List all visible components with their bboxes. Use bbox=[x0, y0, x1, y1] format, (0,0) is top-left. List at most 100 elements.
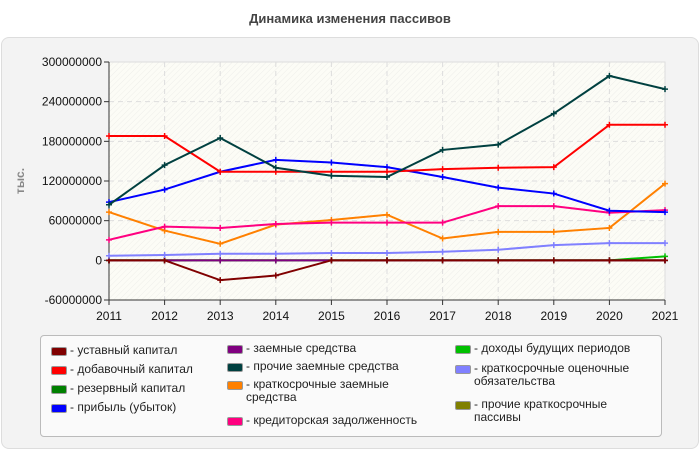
y-tick-label: 300000000 bbox=[42, 55, 102, 69]
data-point bbox=[328, 257, 335, 264]
y-tick-label: 0 bbox=[95, 253, 102, 267]
x-tick-label: 2017 bbox=[429, 309, 456, 323]
legend-item[interactable]: - заемные средства bbox=[227, 342, 447, 355]
data-point bbox=[439, 146, 446, 153]
data-point bbox=[161, 252, 168, 259]
data-point bbox=[495, 203, 502, 210]
legend-item[interactable]: - прибыль (убыток) bbox=[51, 401, 221, 414]
data-point bbox=[550, 228, 557, 235]
data-point bbox=[217, 277, 224, 284]
legend-swatch bbox=[455, 401, 471, 410]
data-point bbox=[106, 252, 112, 259]
data-point bbox=[439, 248, 446, 255]
data-point bbox=[384, 211, 390, 218]
y-tick-label: -60000000 bbox=[45, 293, 103, 307]
x-tick-label: 2021 bbox=[652, 309, 679, 323]
legend-item[interactable]: - уставный капитал bbox=[51, 344, 221, 357]
data-point bbox=[384, 250, 390, 257]
legend-item[interactable]: - добавочный капитал bbox=[51, 363, 221, 376]
legend-item[interactable]: - краткосрочные заемные средства bbox=[227, 378, 427, 404]
legend-item[interactable]: - резервный капитал bbox=[51, 382, 221, 395]
data-point bbox=[550, 242, 557, 249]
legend-label: - прочие краткосрочные пассивы bbox=[474, 397, 608, 424]
data-point bbox=[272, 164, 279, 171]
data-point bbox=[550, 190, 557, 197]
data-point bbox=[161, 186, 168, 193]
x-tick-label: 2016 bbox=[374, 309, 401, 323]
legend-label: - заемные средства bbox=[246, 341, 357, 355]
legend-swatch bbox=[227, 363, 243, 372]
data-point bbox=[106, 209, 112, 216]
data-point bbox=[495, 228, 502, 235]
legend-label: - кредиторская задолженность bbox=[246, 413, 418, 427]
data-point bbox=[606, 72, 613, 79]
data-point bbox=[495, 257, 502, 264]
x-tick-label: 2014 bbox=[262, 309, 289, 323]
y-tick-label: 180000000 bbox=[42, 134, 102, 148]
legend-label: - прочие заемные средства bbox=[246, 359, 399, 373]
legend-swatch bbox=[51, 366, 67, 375]
data-point bbox=[161, 223, 168, 230]
data-point bbox=[550, 110, 557, 117]
data-point bbox=[272, 220, 279, 227]
data-point bbox=[328, 219, 335, 226]
legend-swatch bbox=[455, 365, 471, 374]
data-point bbox=[217, 250, 224, 257]
data-point bbox=[439, 174, 446, 181]
data-point bbox=[328, 159, 335, 166]
data-point bbox=[662, 209, 668, 216]
data-point bbox=[161, 257, 168, 264]
data-point bbox=[495, 184, 502, 191]
legend-swatch bbox=[51, 404, 67, 413]
legend-item[interactable]: - прочие краткосрочные пассивы bbox=[455, 398, 655, 424]
legend-label: - добавочный капитал bbox=[70, 362, 193, 376]
legend: - уставный капитал - добавочный капитал - … bbox=[40, 335, 662, 437]
data-point bbox=[272, 257, 279, 264]
data-point bbox=[662, 257, 668, 264]
legend-swatch bbox=[227, 417, 243, 426]
x-tick-label: 2018 bbox=[485, 309, 512, 323]
legend-swatch bbox=[227, 381, 243, 390]
legend-label: - прибыль (убыток) bbox=[70, 400, 177, 414]
legend-item[interactable]: - краткосрочные оценочные обязательства bbox=[455, 362, 655, 388]
data-point bbox=[384, 174, 390, 181]
y-tick-label: 120000000 bbox=[42, 174, 102, 188]
data-point bbox=[217, 135, 224, 142]
data-point bbox=[662, 121, 668, 128]
legend-item[interactable]: - кредиторская задолженность bbox=[227, 414, 447, 427]
data-point bbox=[495, 164, 502, 171]
y-tick-label: 60000000 bbox=[49, 214, 103, 228]
x-tick-label: 2013 bbox=[207, 309, 234, 323]
data-point bbox=[439, 235, 446, 242]
data-point bbox=[328, 250, 335, 257]
data-point bbox=[161, 133, 168, 140]
data-point bbox=[662, 180, 668, 187]
data-point bbox=[550, 257, 557, 264]
x-tick-label: 2020 bbox=[596, 309, 623, 323]
x-tick-label: 2019 bbox=[540, 309, 567, 323]
data-point bbox=[217, 240, 224, 247]
chart-title: Динамика изменения пассивов bbox=[249, 11, 451, 26]
y-axis-label: тыс. bbox=[13, 168, 27, 194]
data-point bbox=[384, 168, 390, 175]
legend-label: - доходы будущих периодов bbox=[474, 341, 631, 355]
legend-swatch bbox=[455, 345, 471, 354]
data-point bbox=[550, 203, 557, 210]
legend-swatch bbox=[51, 347, 67, 356]
line-chart: -60000000 0 60000000 120000000 180000000 2400… bbox=[13, 55, 679, 323]
legend-swatch bbox=[227, 345, 243, 354]
data-point bbox=[217, 168, 224, 175]
legend-item[interactable]: - доходы будущих периодов bbox=[455, 342, 655, 355]
x-tick-label: 2011 bbox=[96, 309, 122, 323]
legend-label: - уставный капитал bbox=[70, 343, 178, 357]
legend-label: - краткосрочные заемные средства bbox=[246, 377, 389, 404]
data-point bbox=[606, 240, 613, 247]
data-point bbox=[439, 219, 446, 226]
data-point bbox=[606, 207, 613, 214]
data-point bbox=[662, 240, 668, 247]
data-point bbox=[495, 141, 502, 148]
data-point bbox=[384, 257, 390, 264]
data-point bbox=[662, 86, 668, 93]
legend-item[interactable]: - прочие заемные средства bbox=[227, 360, 447, 373]
data-point bbox=[106, 201, 112, 208]
